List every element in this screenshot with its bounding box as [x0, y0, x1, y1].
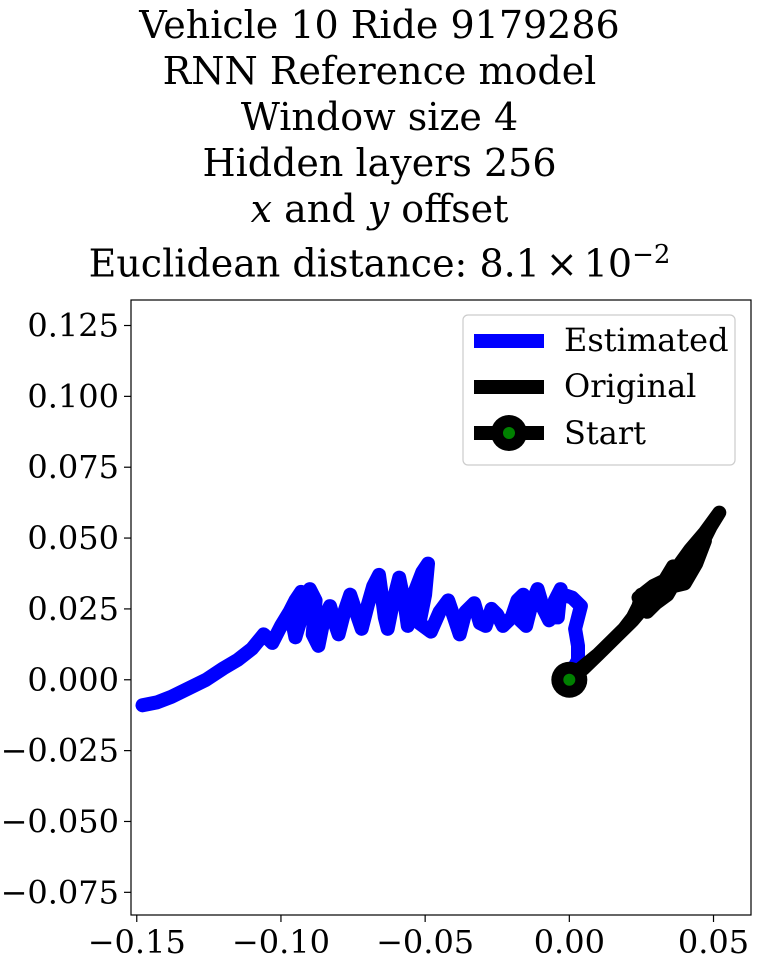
title-distance-mantissa: 8.1 [479, 241, 540, 286]
title-line-distance: Euclidean distance: 8.1 × 10−2 [0, 232, 759, 287]
title-offset-y: y [367, 187, 390, 231]
plot-frame [130, 299, 752, 916]
y-tick-label: 0.075 [27, 448, 119, 486]
title-distance-exponent: −2 [632, 240, 671, 270]
x-tick-label: −0.15 [88, 923, 186, 961]
series-original-line [562, 505, 727, 687]
x-tick-label: 0.00 [534, 923, 605, 961]
plot-series [135, 505, 727, 713]
title-offset-x: x [250, 187, 273, 231]
legend: Estimated Original Start [462, 314, 736, 466]
title-line-offset: x and y offset [0, 186, 759, 232]
title-offset-rest: offset [389, 187, 509, 231]
y-tick-label: 0.000 [27, 661, 119, 699]
y-tick-label: −0.025 [1, 732, 119, 770]
y-tick-label: 0.100 [27, 377, 119, 415]
y-tick-label: 0.025 [27, 590, 119, 628]
title-offset-and: and [272, 187, 368, 231]
title-line-hidden: Hidden layers 256 [202, 141, 557, 185]
y-tick-label: −0.050 [1, 802, 119, 840]
y-tick-label: 0.125 [27, 307, 119, 345]
x-tick-label: −0.10 [232, 923, 330, 961]
legend-estimated-label: Estimated [564, 321, 729, 359]
y-axis-ticks: 0.125 0.100 0.075 0.050 0.025 0.000 −0.025 −0.0… [1, 307, 131, 911]
chart-title: Vehicle 10 Ride 9179286 RNN Reference mo… [0, 2, 759, 287]
series-estimated-line [135, 556, 588, 713]
title-line-vehicle: Vehicle 10 Ride 9179286 [139, 3, 620, 47]
legend-original-label: Original [564, 367, 696, 405]
title-distance-times: × [545, 241, 578, 286]
title-distance-base: 10 [583, 241, 633, 286]
title-distance-prefix: Euclidean distance: [88, 241, 480, 286]
title-line-window: Window size 4 [240, 95, 519, 139]
y-tick-label: 0.050 [27, 519, 119, 557]
x-axis-ticks: −0.15 −0.10 −0.05 0.00 0.05 [88, 915, 749, 961]
y-tick-label: −0.075 [1, 873, 119, 911]
legend-start-label: Start [564, 414, 646, 452]
x-tick-label: 0.05 [678, 923, 749, 961]
legend-start-marker-center [503, 427, 515, 439]
x-tick-label: −0.05 [376, 923, 474, 961]
start-marker-center [563, 673, 576, 686]
title-line-model: RNN Reference model [162, 49, 597, 93]
